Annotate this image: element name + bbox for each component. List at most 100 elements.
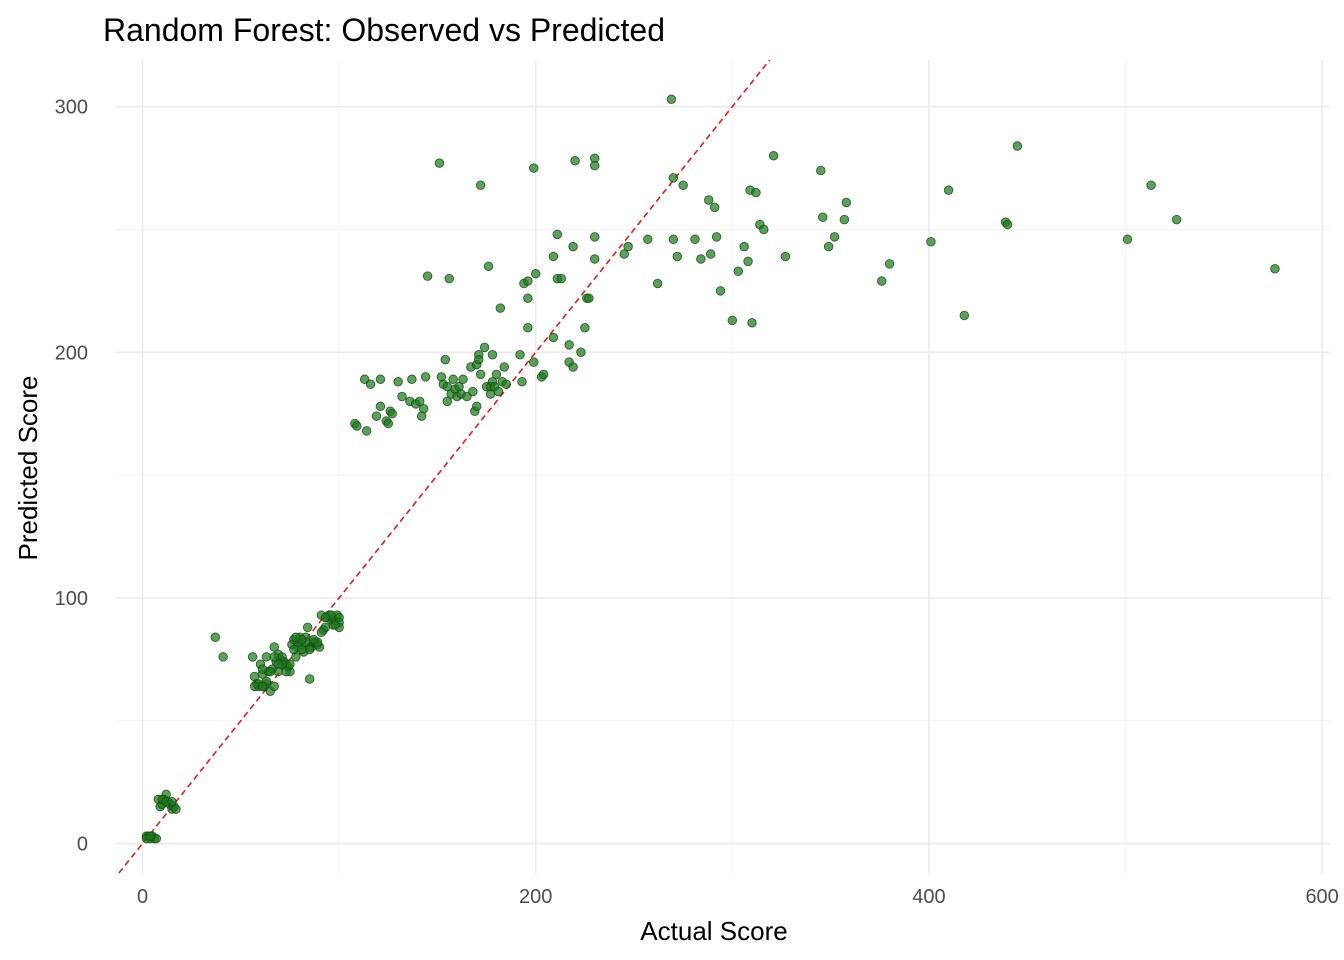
data-point [589, 232, 600, 242]
data-point [297, 644, 307, 655]
data-point [739, 241, 749, 252]
data-point [523, 276, 533, 286]
data-point [733, 266, 743, 276]
x-tick-label: 200 [519, 886, 552, 908]
data-point [479, 342, 490, 353]
data-point [289, 644, 299, 655]
identity-reference-line [118, 59, 771, 874]
data-point [273, 666, 283, 677]
data-point [548, 251, 559, 262]
data-point [473, 354, 484, 365]
data-point [393, 377, 403, 387]
data-point [475, 180, 486, 191]
data-point [407, 374, 417, 385]
data-point [1002, 219, 1013, 230]
data-point [823, 241, 834, 252]
data-point [375, 374, 386, 385]
data-point [269, 642, 279, 652]
data-point [709, 202, 720, 213]
data-point [589, 254, 600, 264]
data-point [576, 347, 586, 358]
data-point [308, 634, 319, 645]
x-axis-title: Actual Score [640, 916, 787, 946]
data-point [499, 362, 510, 372]
major-gridlines [115, 60, 1330, 873]
data-point [458, 374, 468, 385]
data-point [523, 293, 533, 304]
data-point [397, 391, 407, 402]
data-point [768, 151, 779, 161]
data-point [884, 259, 895, 269]
data-point [751, 187, 761, 198]
data-point [1146, 180, 1156, 191]
y-tick-label: 200 [55, 342, 88, 364]
data-point [418, 404, 429, 414]
data-point [876, 276, 887, 286]
data-point [387, 408, 397, 419]
data-points [141, 94, 1280, 844]
data-point [261, 652, 272, 662]
data-point [829, 232, 840, 242]
data-point [552, 229, 563, 240]
data-point [414, 396, 425, 407]
data-point [643, 234, 653, 245]
data-point [145, 831, 156, 841]
data-point [727, 315, 738, 326]
data-point [383, 418, 394, 429]
data-point [523, 322, 533, 333]
data-point [210, 632, 221, 642]
reference-line [118, 59, 771, 874]
data-point [375, 401, 386, 412]
x-tick-label: 400 [912, 886, 945, 908]
y-tick-label: 300 [55, 97, 88, 119]
data-point [943, 185, 954, 195]
data-point [247, 652, 258, 662]
data-point [302, 622, 313, 633]
data-point [422, 271, 433, 281]
data-point [1012, 141, 1023, 151]
data-point [743, 256, 753, 267]
data-point [491, 369, 502, 380]
data-point [747, 318, 757, 328]
data-point [926, 237, 936, 247]
data-point [780, 251, 791, 262]
x-axis-ticks: 0 200 400 600 [137, 886, 1339, 908]
data-point [291, 632, 301, 642]
data-point [556, 273, 567, 284]
y-tick-label: 100 [55, 588, 88, 610]
data-point [1122, 234, 1133, 245]
data-point [468, 386, 478, 397]
data-point [564, 340, 574, 350]
data-point [316, 627, 327, 638]
data-point [440, 354, 451, 365]
data-point [330, 620, 340, 630]
data-point [420, 372, 431, 382]
data-point [515, 349, 525, 360]
data-point [570, 155, 580, 166]
chart-title: Random Forest: Observed vs Predicted [103, 12, 665, 48]
data-point [623, 241, 633, 252]
data-point [365, 379, 376, 389]
data-point [530, 268, 541, 279]
data-point [448, 374, 458, 385]
data-point [619, 249, 629, 259]
data-point [257, 664, 268, 674]
data-point [495, 303, 506, 313]
data-point [589, 160, 600, 171]
data-point [167, 797, 177, 807]
data-point [818, 212, 828, 222]
data-point [265, 666, 276, 677]
x-tick-label: 600 [1305, 886, 1338, 908]
data-point [672, 251, 683, 262]
data-point [711, 232, 722, 242]
data-point [580, 322, 590, 333]
data-point [371, 411, 382, 421]
data-point [568, 362, 578, 372]
data-point [320, 612, 331, 623]
data-point [584, 293, 594, 304]
data-point [705, 249, 716, 259]
x-tick-label: 0 [137, 886, 148, 908]
data-point [839, 214, 850, 225]
